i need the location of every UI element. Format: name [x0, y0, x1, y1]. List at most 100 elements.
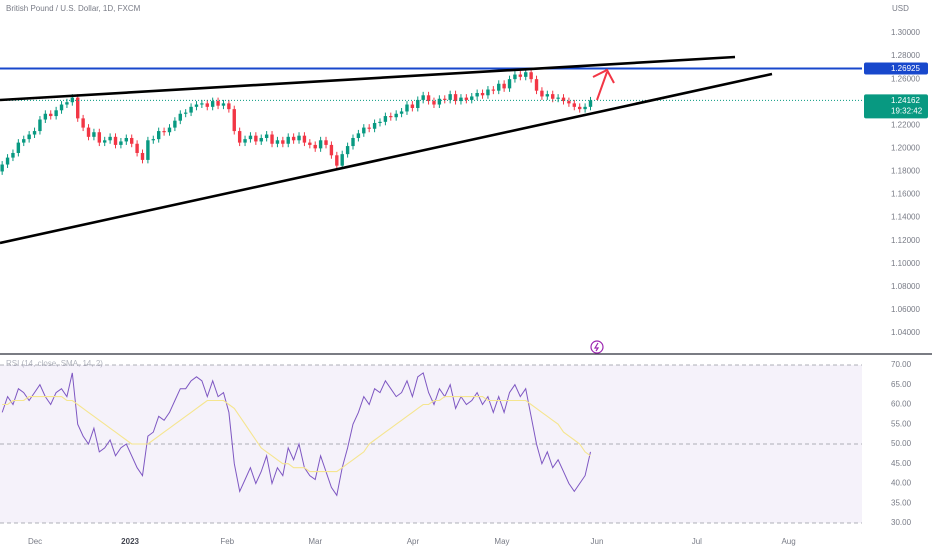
candle-body [11, 152, 15, 158]
candle-body [291, 136, 296, 141]
candle-body [302, 135, 307, 143]
candle-body [65, 102, 69, 105]
candle-body [243, 139, 247, 143]
y-tick-label: 70.00 [891, 360, 912, 369]
candle-body [119, 141, 123, 145]
candle-body [340, 154, 344, 166]
candle-body [383, 116, 388, 122]
candle-body [221, 103, 226, 106]
plot-layer: 1.300001.280001.260001.240001.220001.200… [0, 28, 928, 546]
candle-body [38, 119, 42, 132]
candle-body [578, 106, 582, 110]
candle-body [124, 137, 129, 142]
y-tick-label: 65.00 [891, 380, 912, 389]
candle-body [81, 118, 85, 128]
candle-body [335, 155, 339, 166]
candle-body [432, 101, 436, 105]
y-tick-label: 1.28000 [891, 51, 920, 60]
candle-body [0, 164, 4, 172]
rsi-line [1, 372, 591, 497]
candle-body [491, 89, 496, 91]
candle-body [372, 122, 377, 129]
candle-body [167, 127, 172, 133]
y-tick-label: 50.00 [891, 439, 912, 448]
candle-body [216, 101, 220, 106]
candle-body [448, 94, 452, 100]
candle-body [534, 79, 539, 91]
candle-body [421, 95, 425, 100]
x-tick-label: Aug [781, 537, 795, 546]
candle-body [545, 94, 550, 97]
candle-body [49, 113, 53, 117]
countdown: 19:32:42 [891, 106, 923, 115]
x-tick-label: Jul [692, 537, 702, 546]
y-tick-label: 1.26000 [891, 74, 920, 83]
candle-body [146, 140, 150, 160]
candle-body [464, 97, 469, 100]
candle-body [232, 109, 236, 132]
candle-body [588, 100, 593, 107]
candle-body [437, 98, 442, 105]
candle-body [237, 131, 242, 143]
candle-body [470, 96, 474, 100]
candle-body [556, 97, 560, 99]
candle-body [480, 92, 485, 96]
candle-body [286, 136, 290, 144]
candle-body [378, 121, 382, 123]
candle-body [399, 111, 404, 114]
candle-body [453, 94, 458, 102]
candle-body [518, 74, 523, 77]
y-tick-label: 1.10000 [891, 259, 920, 268]
y-tick-label: 55.00 [891, 419, 912, 428]
y-tick-label: 1.12000 [891, 236, 920, 245]
candle-body [76, 97, 80, 119]
candle-body [97, 132, 102, 143]
y-tick-label: 1.14000 [891, 213, 920, 222]
candle-body [351, 137, 355, 147]
upper-trendline [0, 55, 736, 102]
candle-body [583, 106, 587, 110]
candle-body [394, 113, 398, 118]
candle-body [497, 83, 501, 91]
level-label-box [864, 62, 928, 75]
candle-body [189, 106, 193, 113]
x-tick-label: Jun [591, 537, 604, 546]
candle-body [324, 140, 328, 145]
candle-body [362, 127, 366, 134]
candle-body [529, 72, 533, 80]
candle-body [5, 157, 10, 165]
candle-body [524, 72, 528, 77]
candle-body [254, 135, 258, 142]
candle-body [130, 137, 134, 144]
y-tick-label: 1.16000 [891, 190, 920, 199]
candle-body [572, 103, 577, 107]
y-tick-label: 60.00 [891, 400, 912, 409]
candle-body [92, 132, 96, 137]
last-price-box [864, 94, 928, 119]
candle-body [103, 140, 107, 143]
y-tick-label: 1.08000 [891, 282, 920, 291]
candle-body [318, 140, 323, 149]
candle-body [270, 134, 274, 144]
candle-body [156, 131, 161, 140]
candle-body [113, 136, 118, 145]
x-tick-label: Apr [407, 537, 420, 546]
y-tick-label: 35.00 [891, 498, 912, 507]
rsi-title: RSI (14, close, SMA, 14, 2) [6, 359, 103, 368]
candle-body [507, 79, 512, 89]
candle-body [16, 142, 21, 153]
candle-body [22, 139, 26, 143]
y-tick-label: 1.22000 [891, 120, 920, 129]
candle-body [475, 92, 479, 97]
candle-body [443, 98, 447, 100]
candle-body [410, 104, 415, 108]
candle-body [32, 131, 37, 135]
candle-body [162, 131, 166, 133]
candle-body [27, 134, 31, 140]
level-label: 1.26925 [891, 64, 920, 73]
candle-body [329, 144, 334, 156]
candle-body [275, 140, 280, 144]
candle-body [540, 90, 544, 97]
rsi-sma-line [2, 396, 591, 473]
lightning-icon [590, 340, 604, 354]
